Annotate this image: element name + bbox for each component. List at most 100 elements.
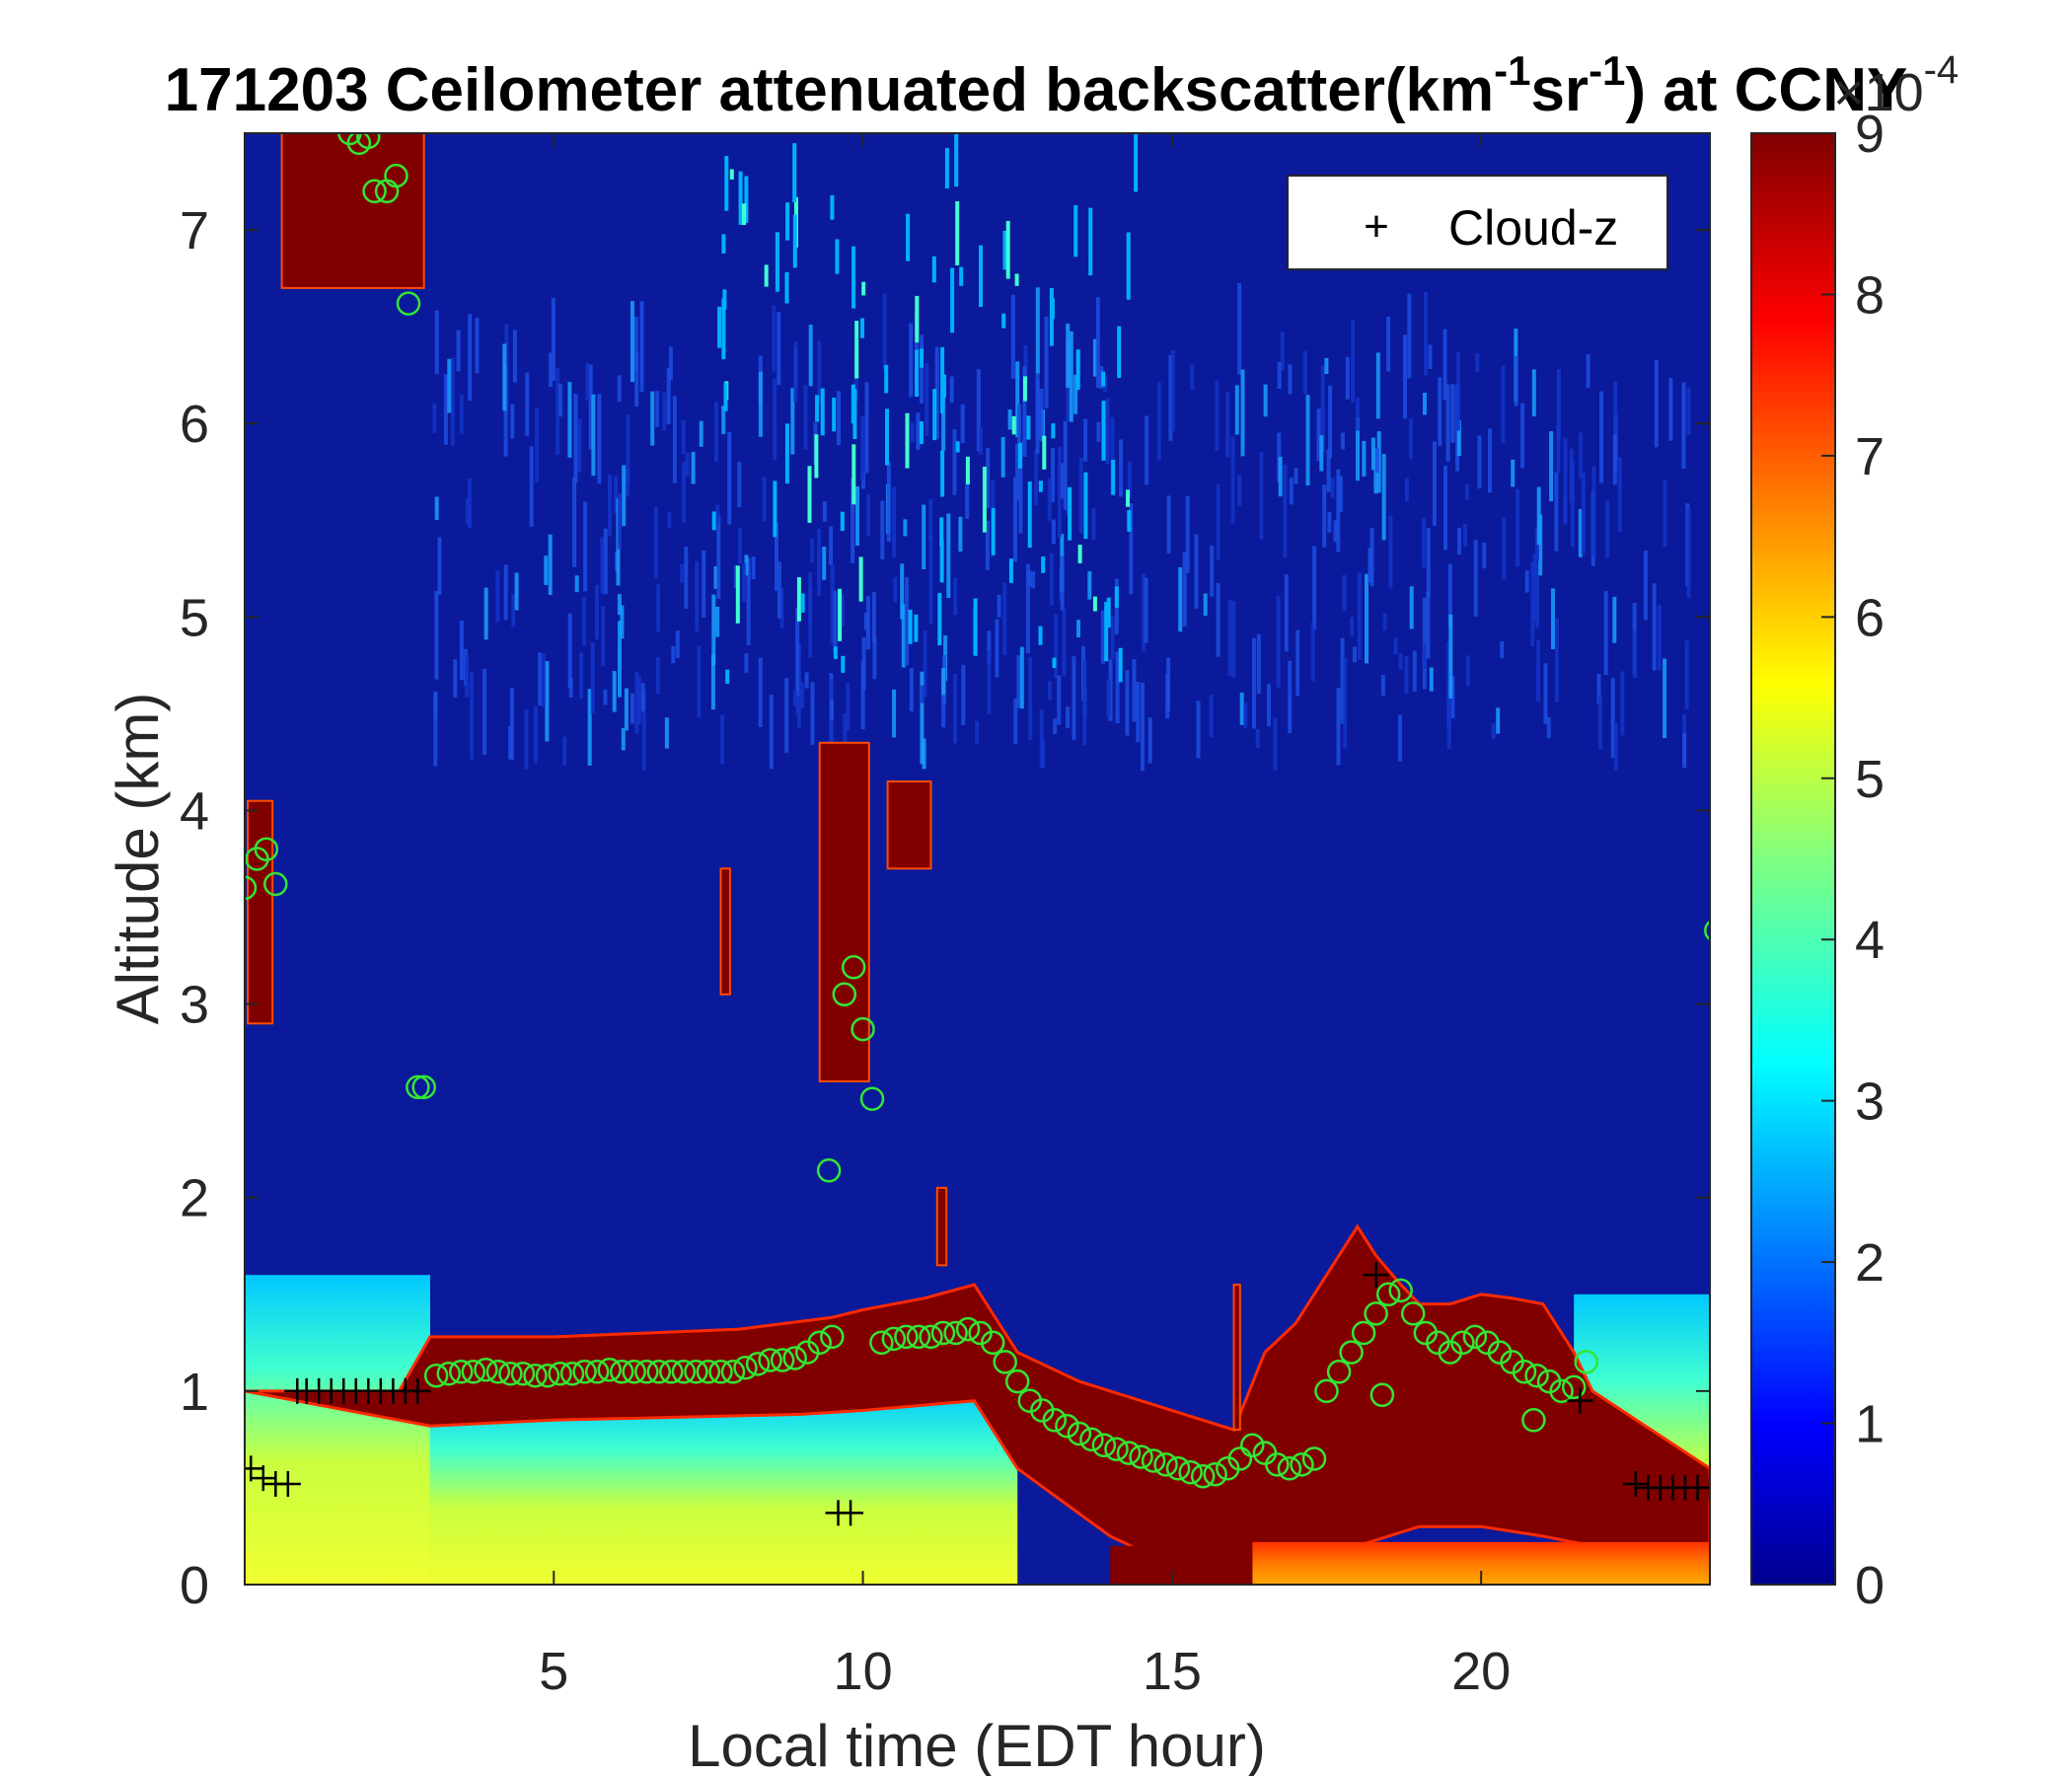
cloud-streak <box>955 441 960 453</box>
aerosol-streak <box>720 714 724 765</box>
aerosol-streak <box>1034 449 1039 505</box>
aerosol-streak <box>1605 500 1610 558</box>
aerosol-streak <box>1654 359 1659 448</box>
aerosol-streak <box>773 378 777 461</box>
aerosol-streak <box>1076 620 1080 637</box>
aerosol-streak <box>1288 660 1293 733</box>
pbl-circle-marker <box>384 163 408 188</box>
cloud-streak <box>851 444 856 505</box>
cloud-streak <box>1068 486 1073 541</box>
cloud-z-marker <box>1363 1262 1389 1289</box>
y-tick-label: 3 <box>180 976 209 1035</box>
cloud-streak <box>832 398 837 432</box>
aerosol-streak <box>1686 387 1691 435</box>
aerosol-streak <box>535 407 540 482</box>
aerosol-streak <box>928 498 933 541</box>
cloud-z-marker <box>1697 1474 1710 1501</box>
legend-box <box>1287 175 1668 270</box>
cloud-streak <box>959 266 964 286</box>
aerosol-streak <box>1398 653 1403 670</box>
aerosol-streak <box>1563 496 1568 522</box>
aerosol-streak <box>713 566 718 589</box>
aerosol-streak <box>1230 436 1235 524</box>
cloud-streak <box>1001 313 1006 329</box>
cloud-streak <box>944 148 949 188</box>
aerosol-streak <box>900 563 905 620</box>
aerosol-streak <box>925 363 929 436</box>
aerosol-streak <box>1227 600 1232 676</box>
pbl-circle-marker <box>1203 1461 1227 1487</box>
aerosol-streak <box>1516 488 1520 567</box>
aerosol-streak <box>548 534 553 595</box>
cloud-streak <box>1038 626 1043 645</box>
pbl-circle-marker <box>1091 1433 1117 1458</box>
aerosol-streak <box>558 384 562 417</box>
pbl-circle-marker <box>1326 1360 1352 1384</box>
cloud-streak <box>1126 489 1130 507</box>
aerosol-streak <box>840 594 845 627</box>
aerosol-streak <box>1380 675 1385 696</box>
cloud-streak <box>835 239 840 274</box>
aerosol-streak <box>1237 282 1242 375</box>
aerosol-streak <box>1243 703 1248 729</box>
pbl-circle-marker <box>1116 1441 1142 1465</box>
aerosol-streak <box>1357 572 1362 660</box>
pbl-circle-marker <box>337 133 362 146</box>
pbl-circle-marker <box>733 1356 758 1380</box>
pbl-circle-marker <box>1704 920 1710 941</box>
pbl-circle-marker <box>1375 1282 1401 1307</box>
aerosol-streak <box>1019 646 1024 709</box>
aerosol-streak <box>503 564 508 621</box>
aerosol-streak <box>1007 409 1012 430</box>
aerosol-streak <box>534 705 538 764</box>
aerosol-streak <box>916 412 921 450</box>
aerosol-streak <box>721 406 726 435</box>
y-tick-label: 4 <box>180 781 209 841</box>
pbl-circle-marker <box>411 1074 436 1100</box>
aerosol-streak <box>608 475 612 537</box>
aerosol-streak <box>495 569 500 623</box>
aerosol-streak <box>1633 630 1637 679</box>
aerosol-streak <box>775 522 778 591</box>
cloud-patch <box>280 133 425 289</box>
aerosol-streak <box>1087 570 1092 600</box>
aerosol-streak <box>625 468 629 497</box>
aerosol-streak <box>1532 553 1537 621</box>
pbl-circle-marker <box>485 1360 511 1384</box>
aerosol-streak <box>1345 356 1350 400</box>
aerosol-streak <box>1409 586 1414 629</box>
aerosol-streak <box>544 555 549 585</box>
aerosol-streak <box>846 683 851 731</box>
aerosol-streak <box>1129 503 1134 595</box>
cloud-streak <box>1017 442 1022 469</box>
aerosol-streak <box>1017 404 1021 455</box>
aerosol-streak <box>1443 466 1447 551</box>
aerosol-streak <box>1422 643 1427 669</box>
aerosol-streak <box>671 645 676 664</box>
aerosol-streak <box>837 391 841 446</box>
aerosol-streak <box>715 606 720 637</box>
pbl-circle-marker <box>263 871 288 897</box>
aerosol-streak <box>853 356 858 402</box>
aerosol-streak <box>655 391 660 427</box>
aerosol-streak <box>525 372 530 436</box>
pbl-circle-marker <box>1462 1324 1488 1350</box>
cloud-streak <box>950 267 955 333</box>
aerosol-streak <box>1263 384 1268 417</box>
aerosol-streak <box>1234 385 1239 435</box>
cloud-streak <box>861 281 866 296</box>
cloud-patch <box>818 741 870 1082</box>
aerosol-streak <box>1225 392 1230 458</box>
aerosol-streak <box>1239 692 1244 725</box>
cloud-streak <box>915 295 920 343</box>
pbl-circle-marker <box>1561 1374 1587 1400</box>
cloud-streak <box>1126 232 1131 300</box>
cloud-streak <box>973 598 978 656</box>
cloud-streak <box>1014 273 1019 286</box>
aerosol-streak <box>1283 464 1288 557</box>
pbl-circle-marker <box>980 1330 1005 1356</box>
cloud-streak <box>735 565 740 624</box>
cloud-streak <box>830 194 835 220</box>
aerosol-streak <box>855 485 859 547</box>
aerosol-streak <box>1142 573 1147 652</box>
